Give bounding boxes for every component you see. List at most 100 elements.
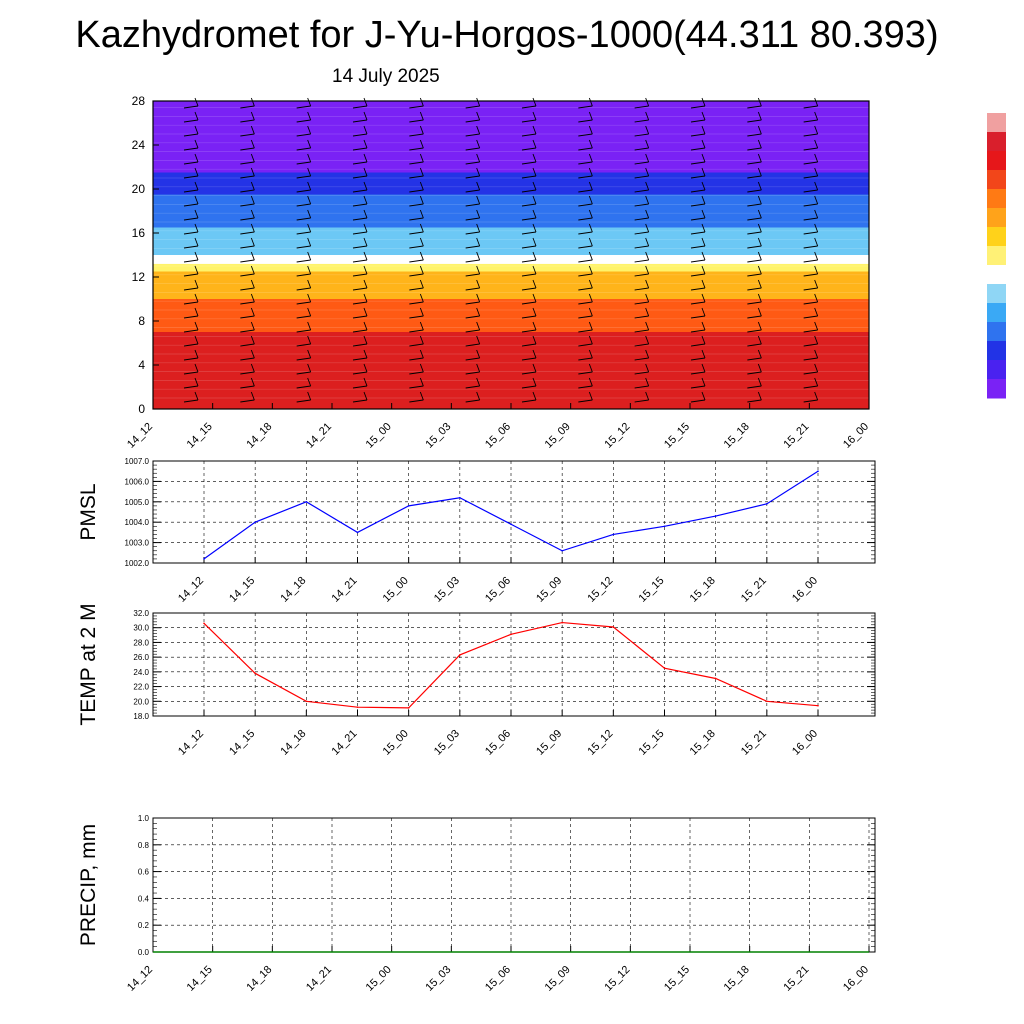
wind-barb	[296, 147, 311, 151]
wind-barb	[240, 301, 255, 305]
wind-barb-flag	[363, 293, 368, 303]
wind-barb	[578, 203, 593, 207]
wind-barb	[183, 357, 199, 361]
wind-barb-flag	[757, 97, 762, 107]
wind-barb-flag	[419, 237, 424, 247]
wind-barb	[183, 301, 199, 305]
y-tick-label: 20	[132, 182, 146, 196]
wind-barb	[521, 259, 537, 263]
colorbar-swatch	[987, 303, 1006, 323]
wind-barb	[747, 189, 762, 193]
y-tick-label: 16	[132, 226, 146, 240]
wind-barb	[183, 259, 199, 263]
wind-barb	[240, 189, 255, 193]
y-tick-label: 0.6	[138, 868, 150, 877]
wind-barb	[634, 203, 649, 207]
wind-barb	[465, 175, 480, 179]
x-tick-label: 16_00	[841, 964, 871, 994]
wind-barb	[690, 399, 706, 403]
y-tick-label: 1002.0	[125, 559, 150, 568]
wind-barb-flag	[363, 237, 368, 247]
wind-barb-flag	[532, 139, 537, 149]
wind-barb-flag	[757, 391, 762, 401]
wind-barb	[183, 273, 199, 277]
wind-barb-flag	[645, 111, 650, 121]
wind-barb	[803, 217, 818, 221]
temp-point	[561, 621, 563, 624]
wind-barb	[578, 315, 593, 319]
wind-barb	[634, 315, 649, 319]
wind-barb	[747, 273, 762, 277]
wind-barb-flag	[645, 391, 650, 401]
pmsl-point	[510, 523, 512, 526]
wind-barb-flag	[476, 377, 481, 387]
wind-barb-flag	[701, 251, 706, 261]
wind-barb-flag	[363, 111, 368, 121]
wind-barb-flag	[757, 307, 762, 317]
temp-point	[305, 700, 308, 703]
wind-barb	[747, 245, 762, 249]
wind-barb-flag	[588, 181, 593, 191]
wind-barb-flag	[476, 153, 481, 163]
wind-barb-flag	[645, 293, 650, 303]
wind-barb	[521, 301, 537, 305]
wind-barb-flag	[194, 377, 199, 387]
x-tick-label: 15_21	[739, 575, 769, 605]
x-tick-label: 15_15	[662, 421, 692, 451]
wind-barb	[240, 175, 255, 179]
wind-barb-flag	[588, 307, 593, 317]
temp-point	[663, 667, 666, 669]
wind-barb-flag	[476, 97, 481, 107]
wind-barb	[521, 371, 537, 375]
wind-barb-flag	[645, 251, 650, 261]
wind-barb-flag	[757, 167, 762, 177]
wind-barb	[521, 385, 537, 389]
wind-barb	[352, 287, 368, 291]
wind-barb-flag	[194, 209, 199, 219]
y-tick-label: 32.0	[133, 609, 149, 618]
wind-barb	[803, 329, 818, 333]
wind-barb-flag	[307, 321, 312, 331]
wind-barb-flag	[194, 223, 199, 233]
wind-barb-flag	[476, 111, 481, 121]
y-tick-label: 0	[138, 402, 145, 416]
wind-barb-flag	[250, 293, 255, 303]
wind-barb	[521, 399, 537, 403]
wind-barb	[803, 301, 818, 305]
wind-barb-flag	[532, 377, 537, 387]
wind-barb-flag	[476, 251, 481, 261]
wind-barb-flag	[363, 223, 368, 233]
wind-barb	[747, 399, 762, 403]
wind-barb	[634, 371, 649, 375]
wind-barb-flag	[757, 181, 762, 191]
wind-barb	[634, 147, 649, 151]
wind-barb	[578, 147, 593, 151]
wind-barb	[352, 217, 368, 221]
pmsl-point	[459, 496, 461, 499]
y-tick-label: 0.4	[138, 894, 150, 903]
wind-barb	[690, 203, 706, 207]
wind-barb	[465, 315, 480, 319]
wind-barb	[183, 399, 199, 403]
wind-barb-flag	[476, 293, 481, 303]
wind-barb	[409, 189, 424, 193]
wind-barb	[296, 301, 311, 305]
wind-barb	[578, 189, 593, 193]
wind-barb	[296, 287, 311, 291]
wind-barb	[578, 231, 593, 235]
x-tick-label: 16_00	[841, 421, 871, 451]
wind-barb-flag	[588, 195, 593, 205]
x-tick-label: 15_21	[781, 421, 811, 451]
wind-barb	[578, 343, 593, 347]
wind-barb-flag	[532, 111, 537, 121]
wind-barb	[747, 231, 762, 235]
wind-barb	[634, 105, 649, 109]
wind-barb-flag	[194, 321, 199, 331]
wind-barb-flag	[363, 391, 368, 401]
wind-barb	[747, 343, 762, 347]
wind-barb-flag	[307, 97, 312, 107]
wind-barb	[296, 399, 311, 403]
wind-barb-flag	[645, 209, 650, 219]
wind-barb	[747, 203, 762, 207]
wind-barb-flag	[532, 321, 537, 331]
